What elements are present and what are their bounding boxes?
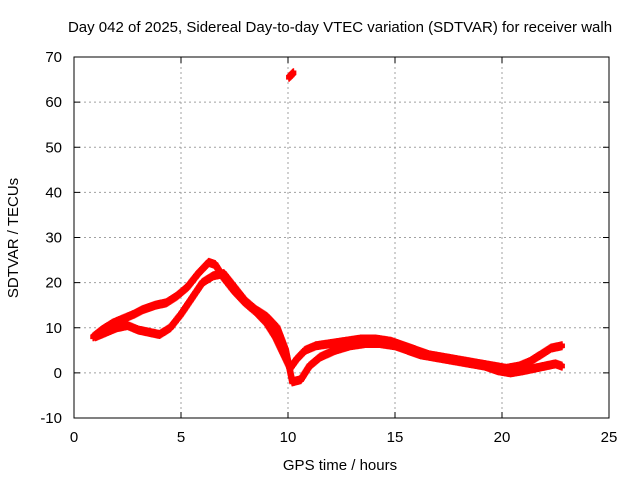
x-tick-label: 10 [280,429,297,446]
y-tick-label: 50 [45,139,62,156]
ticks [73,56,610,419]
x-axis-label: GPS time / hours [283,457,397,474]
x-tick-label: 5 [177,429,185,446]
series-lower-track [92,269,565,387]
y-tick-label: 40 [45,184,62,201]
x-tick-label: 25 [601,429,618,446]
x-tick-label: 0 [70,429,78,446]
data-point [290,71,297,78]
x-tick-label: 20 [494,429,511,446]
y-tick-label: 20 [45,275,62,292]
data-series [90,68,565,387]
y-tick-label: -10 [40,410,62,427]
y-tick-label: 70 [45,49,62,66]
series-outlier [286,68,297,82]
chart-title: Day 042 of 2025, Sidereal Day-to-day VTE… [68,19,612,36]
x-tick-labels: 0 5 10 15 20 25 [70,429,618,446]
y-tick-label: 60 [45,94,62,111]
data-point [558,364,565,371]
y-tick-labels: -10 0 10 20 30 40 50 60 70 [40,49,62,427]
data-point [558,344,565,351]
y-tick-label: 10 [45,320,62,337]
y-tick-label: 30 [45,230,62,247]
x-tick-label: 15 [387,429,404,446]
y-axis-label: SDTVAR / TECUs [5,178,22,298]
y-tick-label: 0 [54,365,62,382]
